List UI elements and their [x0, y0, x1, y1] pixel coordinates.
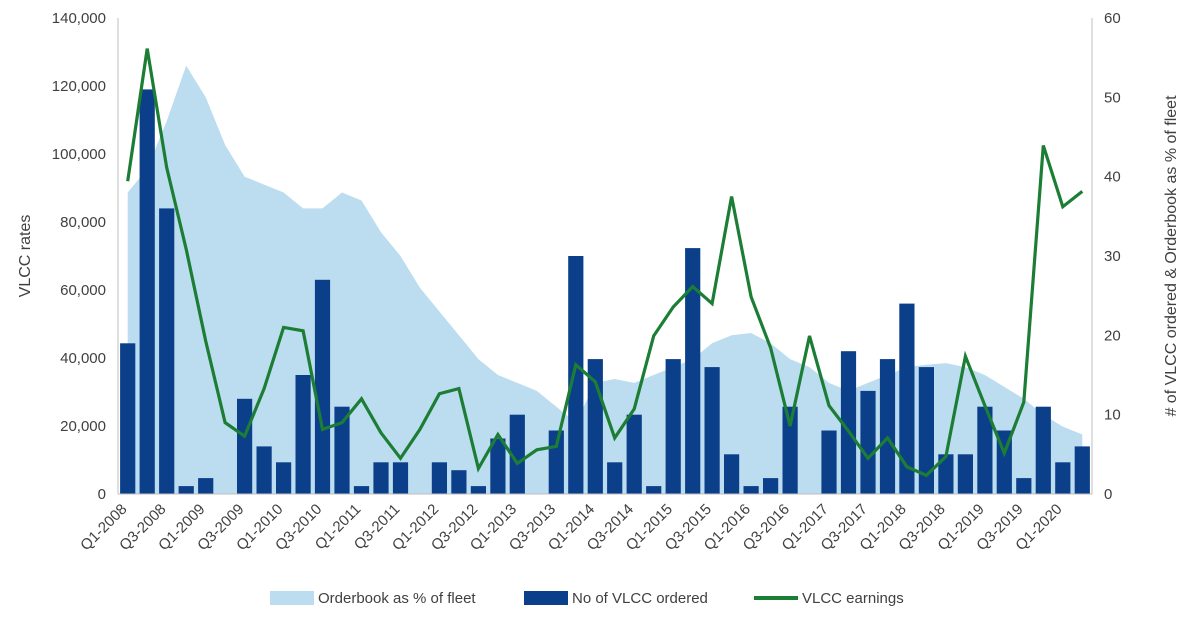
left-tick-label: 0	[98, 486, 106, 503]
bar-Q2-2020	[1074, 446, 1090, 494]
bar-Q1-2010	[276, 462, 292, 494]
bar-Q1-2009	[198, 478, 214, 494]
left-tick-label: 100,000	[52, 146, 106, 163]
bar-Q2-2017	[840, 351, 857, 494]
left-tick-label: 140,000	[52, 10, 106, 27]
earnings-line-layer	[126, 48, 1084, 478]
right-tick-label: 20	[1104, 327, 1121, 344]
right-axis-title: # of VLCC ordered & Orderbook as % of fl…	[1163, 95, 1180, 417]
bar-Q3-2016	[782, 406, 798, 494]
bar-Q1-2016	[743, 486, 759, 494]
legend-label-ordered: No of VLCC ordered	[572, 590, 708, 607]
right-tick-label: 10	[1104, 407, 1121, 424]
earnings-line	[126, 48, 1084, 478]
bar-Q4-2019	[1035, 406, 1051, 494]
bar-Q4-2009	[256, 446, 272, 494]
bar-Q3-2017	[860, 390, 876, 494]
bar-Q1-2013	[509, 414, 525, 494]
right-tick-labels: 0 10 20 30 40 50 60	[1104, 10, 1121, 503]
bar-Q2-2015	[685, 248, 701, 494]
right-tick-label: 60	[1104, 10, 1121, 27]
bar-Q1-2017	[821, 430, 837, 494]
bar-Q4-2014	[646, 486, 662, 494]
right-tick-label: 40	[1104, 169, 1121, 186]
bar-Q1-2008	[120, 343, 136, 494]
left-tick-label: 120,000	[52, 78, 106, 95]
left-axis-title: VLCC rates	[17, 215, 34, 298]
bar-Q4-2012	[490, 438, 506, 494]
bar-Q1-2019	[977, 406, 993, 494]
bar-Q3-2015	[704, 367, 720, 494]
bar-Q1-2018	[899, 303, 915, 494]
x-tick-labels: Q1-2008Q3-2008Q1-2009Q3-2009Q1-2010Q3-20…	[77, 501, 1065, 554]
legend-swatch-orderbook	[270, 591, 314, 605]
bar-Q3-2012	[470, 486, 486, 494]
bar-Q2-2016	[763, 478, 779, 494]
left-tick-label: 60,000	[60, 282, 106, 299]
bar-Q3-2008	[159, 208, 175, 494]
axes-layer	[117, 18, 1093, 495]
bar-Q3-2019	[1016, 478, 1032, 494]
left-tick-label: 20,000	[60, 418, 106, 435]
legend-label-earnings: VLCC earnings	[802, 590, 904, 607]
bar-Q4-2013	[568, 256, 584, 494]
bar-Q1-2014	[587, 359, 603, 494]
bar-Q4-2008	[178, 486, 194, 494]
bar-Q2-2018	[918, 367, 934, 494]
bar-Q4-2015	[724, 454, 740, 494]
bar-Q3-2014	[626, 414, 642, 494]
right-tick-label: 30	[1104, 248, 1121, 265]
left-tick-labels: 0 20,000 40,000 60,000 80,000 100,000 120,000 1…	[52, 10, 106, 503]
bar-Q1-2012	[431, 462, 447, 494]
legend: Orderbook as % of fleet No of VLCC order…	[270, 590, 904, 607]
bar-Q2-2008	[139, 89, 155, 495]
bar-Q1-2011	[353, 486, 370, 494]
legend-label-orderbook: Orderbook as % of fleet	[318, 590, 476, 607]
bar-Q3-2010	[314, 279, 331, 494]
left-tick-label: 40,000	[60, 350, 106, 367]
bars-layer	[120, 89, 1090, 495]
bar-Q4-2018	[957, 454, 973, 494]
orderbook-area	[127, 65, 1083, 494]
bar-Q4-2010	[334, 406, 350, 494]
bar-Q2-2011	[373, 462, 389, 494]
bar-Q2-2014	[607, 462, 623, 494]
right-tick-label: 0	[1104, 486, 1112, 503]
bar-Q4-2017	[879, 359, 896, 494]
bar-Q2-2012	[451, 470, 467, 494]
bar-Q1-2015	[665, 359, 681, 494]
bar-Q3-2011	[392, 462, 409, 494]
bar-Q2-2010	[295, 375, 311, 494]
orderbook-area-layer	[127, 65, 1083, 494]
bar-Q1-2020	[1055, 462, 1071, 494]
right-tick-label: 50	[1104, 89, 1121, 106]
left-tick-label: 80,000	[60, 214, 106, 231]
legend-swatch-ordered	[524, 591, 568, 605]
bar-Q3-2018	[938, 454, 954, 494]
bar-Q3-2009	[237, 398, 253, 494]
